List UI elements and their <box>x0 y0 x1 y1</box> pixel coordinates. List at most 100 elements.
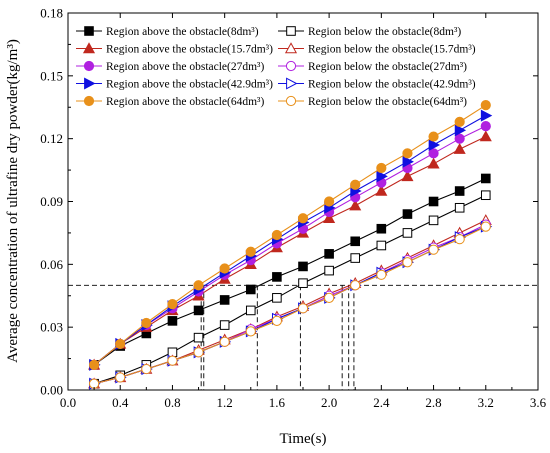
series-1 <box>89 190 491 389</box>
legend-entry-5: Region below the obstacle(27dm³) <box>278 60 467 73</box>
legend-entry-0: Region above the obstacle(8dm³) <box>76 26 259 38</box>
series-4-line <box>93 125 487 366</box>
series-9-point-1 <box>115 372 126 383</box>
series-8-point-0 <box>89 359 100 370</box>
legend-entry-8: Region above the obstacle(64dm³) <box>76 95 265 108</box>
series-8-line <box>93 104 487 366</box>
y-tick-label-1: 0.03 <box>40 320 63 335</box>
series-9-point-4 <box>193 347 204 358</box>
series-2-point-13 <box>427 157 440 169</box>
series-0-point-7 <box>272 272 282 282</box>
series-0-point-4 <box>193 305 204 316</box>
x-tick-label-6: 2.4 <box>373 395 390 410</box>
series-8-point-13 <box>428 131 439 142</box>
series-8-point-3 <box>167 299 178 310</box>
series-8-point-8 <box>297 213 309 224</box>
series-9-point-6 <box>245 326 256 337</box>
series-4-point-15 <box>480 121 491 132</box>
legend-label-4: Region above the obstacle(27dm³) <box>106 61 265 73</box>
legend-label-3: Region below the obstacle(15.7dm³) <box>308 44 476 56</box>
legend-label-6: Region above the obstacle(42.9dm³) <box>106 79 273 91</box>
legend-entry-1: Region below the obstacle(8dm³) <box>278 26 461 38</box>
series-0-point-13 <box>428 196 439 207</box>
legend-label-7: Region below the obstacle(42.9dm³) <box>308 79 476 91</box>
x-tick-label-4: 1.6 <box>269 395 286 410</box>
series-1-point-5 <box>219 320 230 330</box>
x-tick-label-2: 0.8 <box>164 395 180 410</box>
legend-marker-7 <box>286 77 298 90</box>
series-6-point-13 <box>428 138 441 151</box>
x-tick-label-5: 2.0 <box>321 395 337 410</box>
series-0-point-3 <box>167 316 178 326</box>
y-tick-label-6: 0.18 <box>40 6 63 21</box>
x-tick-label-3: 1.2 <box>217 395 233 410</box>
legend-entry-3: Region below the obstacle(15.7dm³) <box>278 42 476 56</box>
series-9-point-10 <box>350 280 361 291</box>
series-4-point-13 <box>428 148 439 159</box>
legend-marker-4 <box>83 60 95 72</box>
x-tick-label-1: 0.4 <box>112 395 129 410</box>
series-6-point-14 <box>454 124 467 137</box>
series-0 <box>89 173 491 370</box>
series-layer <box>88 100 493 390</box>
series-8-point-5 <box>219 263 230 274</box>
series-8-point-7 <box>271 229 282 241</box>
series-9-point-9 <box>324 292 335 303</box>
legend-label-2: Region above the obstacle(15.7dm³) <box>106 44 273 56</box>
legend-marker-1 <box>286 26 296 36</box>
legend-label-8: Region above the obstacle(64dm³) <box>106 96 265 108</box>
series-1-point-13 <box>428 215 439 226</box>
legend-label-0: Region above the obstacle(8dm³) <box>106 26 259 38</box>
series-8-point-1 <box>115 338 126 350</box>
series-0-point-15 <box>480 173 491 184</box>
y-tick-label-5: 0.15 <box>40 68 63 83</box>
legend-entry-4: Region above the obstacle(27dm³) <box>76 60 265 73</box>
x-tick-label-7: 2.8 <box>425 395 441 410</box>
y-tick-label-0: 0.00 <box>40 383 63 398</box>
series-0-point-10 <box>350 236 361 247</box>
series-4-point-14 <box>454 133 465 144</box>
series-0-line <box>93 178 487 366</box>
series-9-point-11 <box>376 269 387 280</box>
y-tick-label-2: 0.06 <box>40 257 63 272</box>
series-9-point-12 <box>402 257 413 268</box>
series-2-point-12 <box>401 170 414 182</box>
legend-label-9: Region below the obstacle(64dm³) <box>308 96 467 108</box>
series-9-line <box>93 226 487 385</box>
series-9-point-7 <box>271 315 282 326</box>
series-0-point-9 <box>324 249 334 259</box>
y-tick-label-4: 0.12 <box>40 131 63 146</box>
series-2-point-11 <box>375 184 388 196</box>
series-8-point-10 <box>350 179 361 190</box>
series-6-point-11 <box>376 170 388 183</box>
legend-marker-9 <box>285 95 297 107</box>
legend-label-5: Region below the obstacle(27dm³) <box>308 61 467 73</box>
legend-entry-2: Region above the obstacle(15.7dm³) <box>76 42 273 56</box>
legend-marker-8 <box>83 95 95 107</box>
series-6-line <box>93 115 487 366</box>
series-9-point-8 <box>297 303 309 314</box>
series-1-point-15 <box>480 190 491 201</box>
series-8-point-11 <box>376 162 387 174</box>
series-1-point-9 <box>324 265 334 276</box>
legend-marker-2 <box>82 42 96 54</box>
series-8-point-12 <box>402 148 413 159</box>
series-8-point-14 <box>454 116 465 128</box>
series-8-point-6 <box>245 246 256 257</box>
series-1-point-8 <box>298 278 308 288</box>
series-6-point-12 <box>402 155 414 168</box>
series-0-point-12 <box>402 209 413 219</box>
legend-marker-3 <box>284 42 298 54</box>
series-0-point-5 <box>219 295 230 305</box>
legend-marker-5 <box>285 60 297 72</box>
series-2-point-14 <box>453 142 466 154</box>
series-9-point-15 <box>480 221 491 232</box>
y-tick-label-3: 0.09 <box>40 194 63 209</box>
series-8 <box>89 100 491 370</box>
legend-entry-6: Region above the obstacle(42.9dm³) <box>76 77 273 91</box>
series-1-point-11 <box>376 240 387 251</box>
x-tick-label-9: 3.6 <box>530 395 547 410</box>
series-9-point-5 <box>219 336 230 347</box>
series-1-point-10 <box>350 253 361 263</box>
series-3-line <box>93 219 487 385</box>
